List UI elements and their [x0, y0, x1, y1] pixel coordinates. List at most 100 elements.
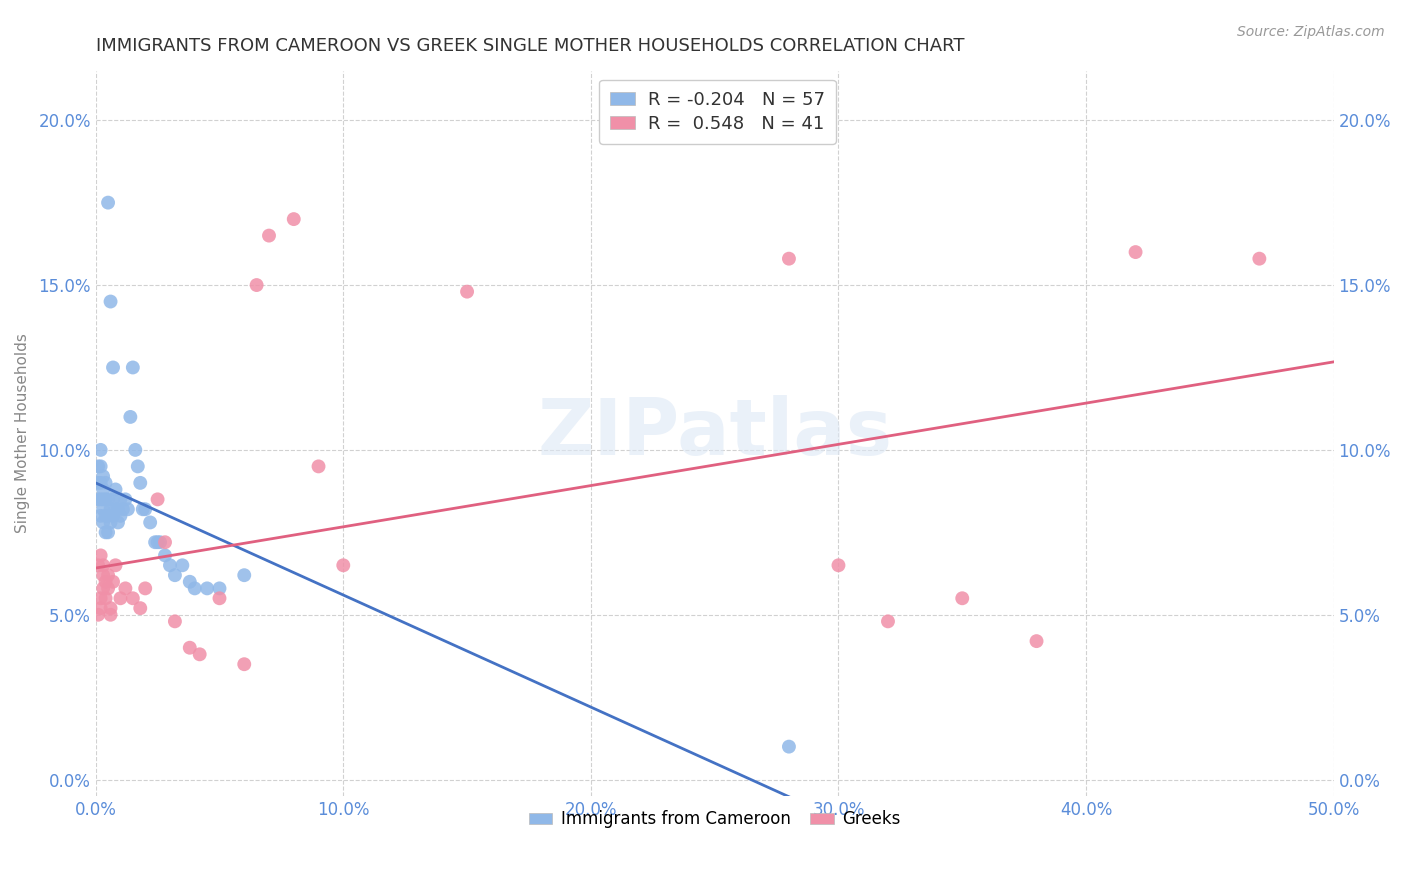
Point	[149, 535, 172, 549]
Point	[104, 483, 127, 497]
Text: ZIPatlas: ZIPatlas	[537, 395, 893, 471]
Point	[208, 582, 231, 596]
Point	[91, 502, 114, 516]
Point	[97, 492, 120, 507]
Point	[114, 582, 136, 596]
Point	[233, 568, 256, 582]
Point	[134, 502, 156, 516]
Point	[94, 492, 117, 507]
Point	[91, 516, 114, 530]
Point	[110, 591, 132, 606]
Point	[308, 459, 330, 474]
Point	[233, 657, 256, 672]
Point	[87, 459, 110, 474]
Point	[90, 442, 112, 457]
Point	[110, 492, 132, 507]
Point	[778, 739, 800, 754]
Point	[90, 475, 112, 490]
Point	[101, 492, 124, 507]
Point	[94, 525, 117, 540]
Point	[107, 502, 129, 516]
Point	[143, 535, 166, 549]
Point	[163, 615, 186, 629]
Point	[183, 582, 205, 596]
Point	[91, 582, 114, 596]
Point	[159, 558, 181, 573]
Point	[114, 492, 136, 507]
Point	[129, 475, 152, 490]
Point	[120, 409, 142, 424]
Point	[104, 502, 127, 516]
Point	[97, 195, 120, 210]
Point	[100, 601, 122, 615]
Legend: Immigrants from Cameroon, Greeks: Immigrants from Cameroon, Greeks	[522, 804, 907, 835]
Point	[110, 508, 132, 523]
Point	[91, 558, 114, 573]
Point	[129, 601, 152, 615]
Point	[91, 492, 114, 507]
Point	[100, 607, 122, 622]
Point	[283, 212, 305, 227]
Point	[104, 558, 127, 573]
Point	[90, 492, 112, 507]
Point	[111, 502, 134, 516]
Point	[87, 558, 110, 573]
Point	[100, 516, 122, 530]
Point	[146, 535, 169, 549]
Y-axis label: Single Mother Households: Single Mother Households	[15, 334, 30, 533]
Point	[172, 558, 194, 573]
Point	[332, 558, 354, 573]
Point	[877, 615, 900, 629]
Point	[246, 278, 269, 293]
Point	[179, 640, 201, 655]
Point	[87, 475, 110, 490]
Point	[195, 582, 218, 596]
Point	[1025, 634, 1047, 648]
Point	[146, 492, 169, 507]
Point	[179, 574, 201, 589]
Point	[132, 502, 155, 516]
Point	[94, 475, 117, 490]
Point	[90, 508, 112, 523]
Point	[121, 591, 143, 606]
Point	[124, 442, 146, 457]
Point	[456, 285, 478, 299]
Point	[153, 549, 176, 563]
Point	[90, 591, 112, 606]
Point	[97, 582, 120, 596]
Text: Source: ZipAtlas.com: Source: ZipAtlas.com	[1237, 25, 1385, 39]
Point	[101, 360, 124, 375]
Point	[87, 607, 110, 622]
Point	[94, 508, 117, 523]
Point	[134, 582, 156, 596]
Point	[90, 601, 112, 615]
Point	[121, 360, 143, 375]
Point	[94, 574, 117, 589]
Point	[90, 459, 112, 474]
Point	[87, 492, 110, 507]
Point	[117, 502, 139, 516]
Point	[91, 483, 114, 497]
Point	[94, 591, 117, 606]
Point	[100, 502, 122, 516]
Point	[1125, 245, 1147, 260]
Point	[153, 535, 176, 549]
Point	[1249, 252, 1271, 266]
Point	[778, 252, 800, 266]
Point	[188, 648, 211, 662]
Point	[101, 574, 124, 589]
Point	[100, 294, 122, 309]
Text: IMMIGRANTS FROM CAMEROON VS GREEK SINGLE MOTHER HOUSEHOLDS CORRELATION CHART: IMMIGRANTS FROM CAMEROON VS GREEK SINGLE…	[96, 37, 965, 55]
Point	[107, 516, 129, 530]
Point	[97, 508, 120, 523]
Point	[90, 549, 112, 563]
Point	[163, 568, 186, 582]
Point	[97, 525, 120, 540]
Point	[91, 568, 114, 582]
Point	[97, 568, 120, 582]
Point	[208, 591, 231, 606]
Point	[950, 591, 973, 606]
Point	[827, 558, 849, 573]
Point	[257, 228, 280, 243]
Point	[91, 469, 114, 483]
